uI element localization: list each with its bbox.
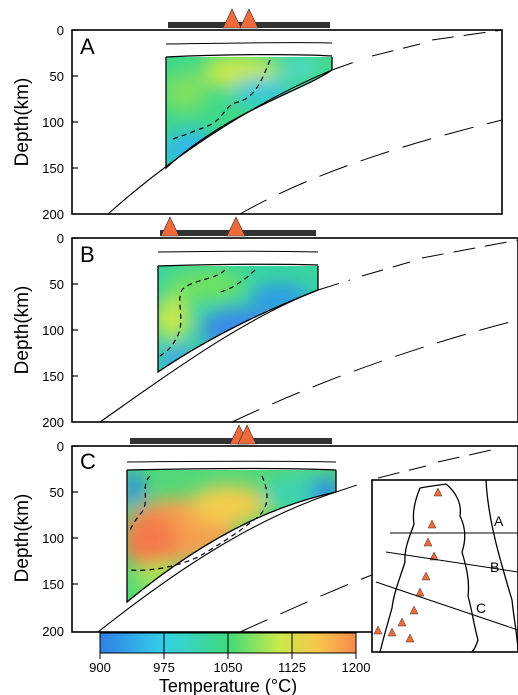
panel-a: 0 50 100 150 200 Depth(km) A bbox=[12, 8, 503, 222]
tick-label: 100 bbox=[42, 115, 64, 130]
panel-label: B bbox=[80, 242, 95, 267]
volcano-icon bbox=[226, 216, 246, 237]
tick-label: 50 bbox=[50, 277, 64, 292]
colorbar-tick: 900 bbox=[89, 660, 111, 675]
tick-label: 150 bbox=[42, 161, 64, 176]
volcano-icon bbox=[222, 8, 242, 29]
y-axis-label: Depth(km) bbox=[12, 78, 33, 167]
colorbar-tick: 1050 bbox=[214, 660, 243, 675]
volcano-icon bbox=[160, 216, 180, 237]
tick-label: 50 bbox=[50, 485, 64, 500]
tick-label: 0 bbox=[57, 231, 64, 246]
tick-label: 200 bbox=[42, 415, 64, 430]
tick-label: 200 bbox=[42, 207, 64, 222]
coastline bbox=[379, 479, 518, 653]
map-line-label: A bbox=[494, 513, 504, 529]
colorbar: 900 975 1050 1125 1200 Temperature (°C) bbox=[89, 632, 371, 695]
map-frame bbox=[371, 479, 518, 653]
panel-label: A bbox=[80, 34, 95, 59]
tick-label: 200 bbox=[42, 624, 64, 639]
y-axis-label: Depth(km) bbox=[12, 494, 33, 583]
arc-bar bbox=[130, 438, 332, 444]
colorbar-title: Temperature (°C) bbox=[159, 676, 297, 695]
panel-b: 0 50 100 150 200 Depth(km) B bbox=[12, 216, 518, 430]
colorbar-tick: 1125 bbox=[278, 660, 306, 675]
volcano-icon bbox=[239, 8, 259, 29]
colorbar-tick: 975 bbox=[153, 660, 175, 675]
tick-label: 100 bbox=[42, 531, 64, 546]
tick-label: 0 bbox=[57, 23, 64, 38]
panel-label: C bbox=[80, 449, 96, 474]
y-axis-label: Depth(km) bbox=[12, 286, 33, 375]
inset-map: A B C bbox=[371, 479, 518, 653]
map-line-label: B bbox=[490, 559, 499, 575]
tick-label: 100 bbox=[42, 323, 64, 338]
map-line-label: C bbox=[476, 600, 486, 616]
tick-label: 150 bbox=[42, 369, 64, 384]
tick-label: 50 bbox=[50, 69, 64, 84]
tick-label: 0 bbox=[57, 439, 64, 454]
volcano-icon bbox=[237, 424, 257, 445]
colorbar-tick: 1200 bbox=[342, 660, 371, 675]
tick-label: 150 bbox=[42, 577, 64, 592]
